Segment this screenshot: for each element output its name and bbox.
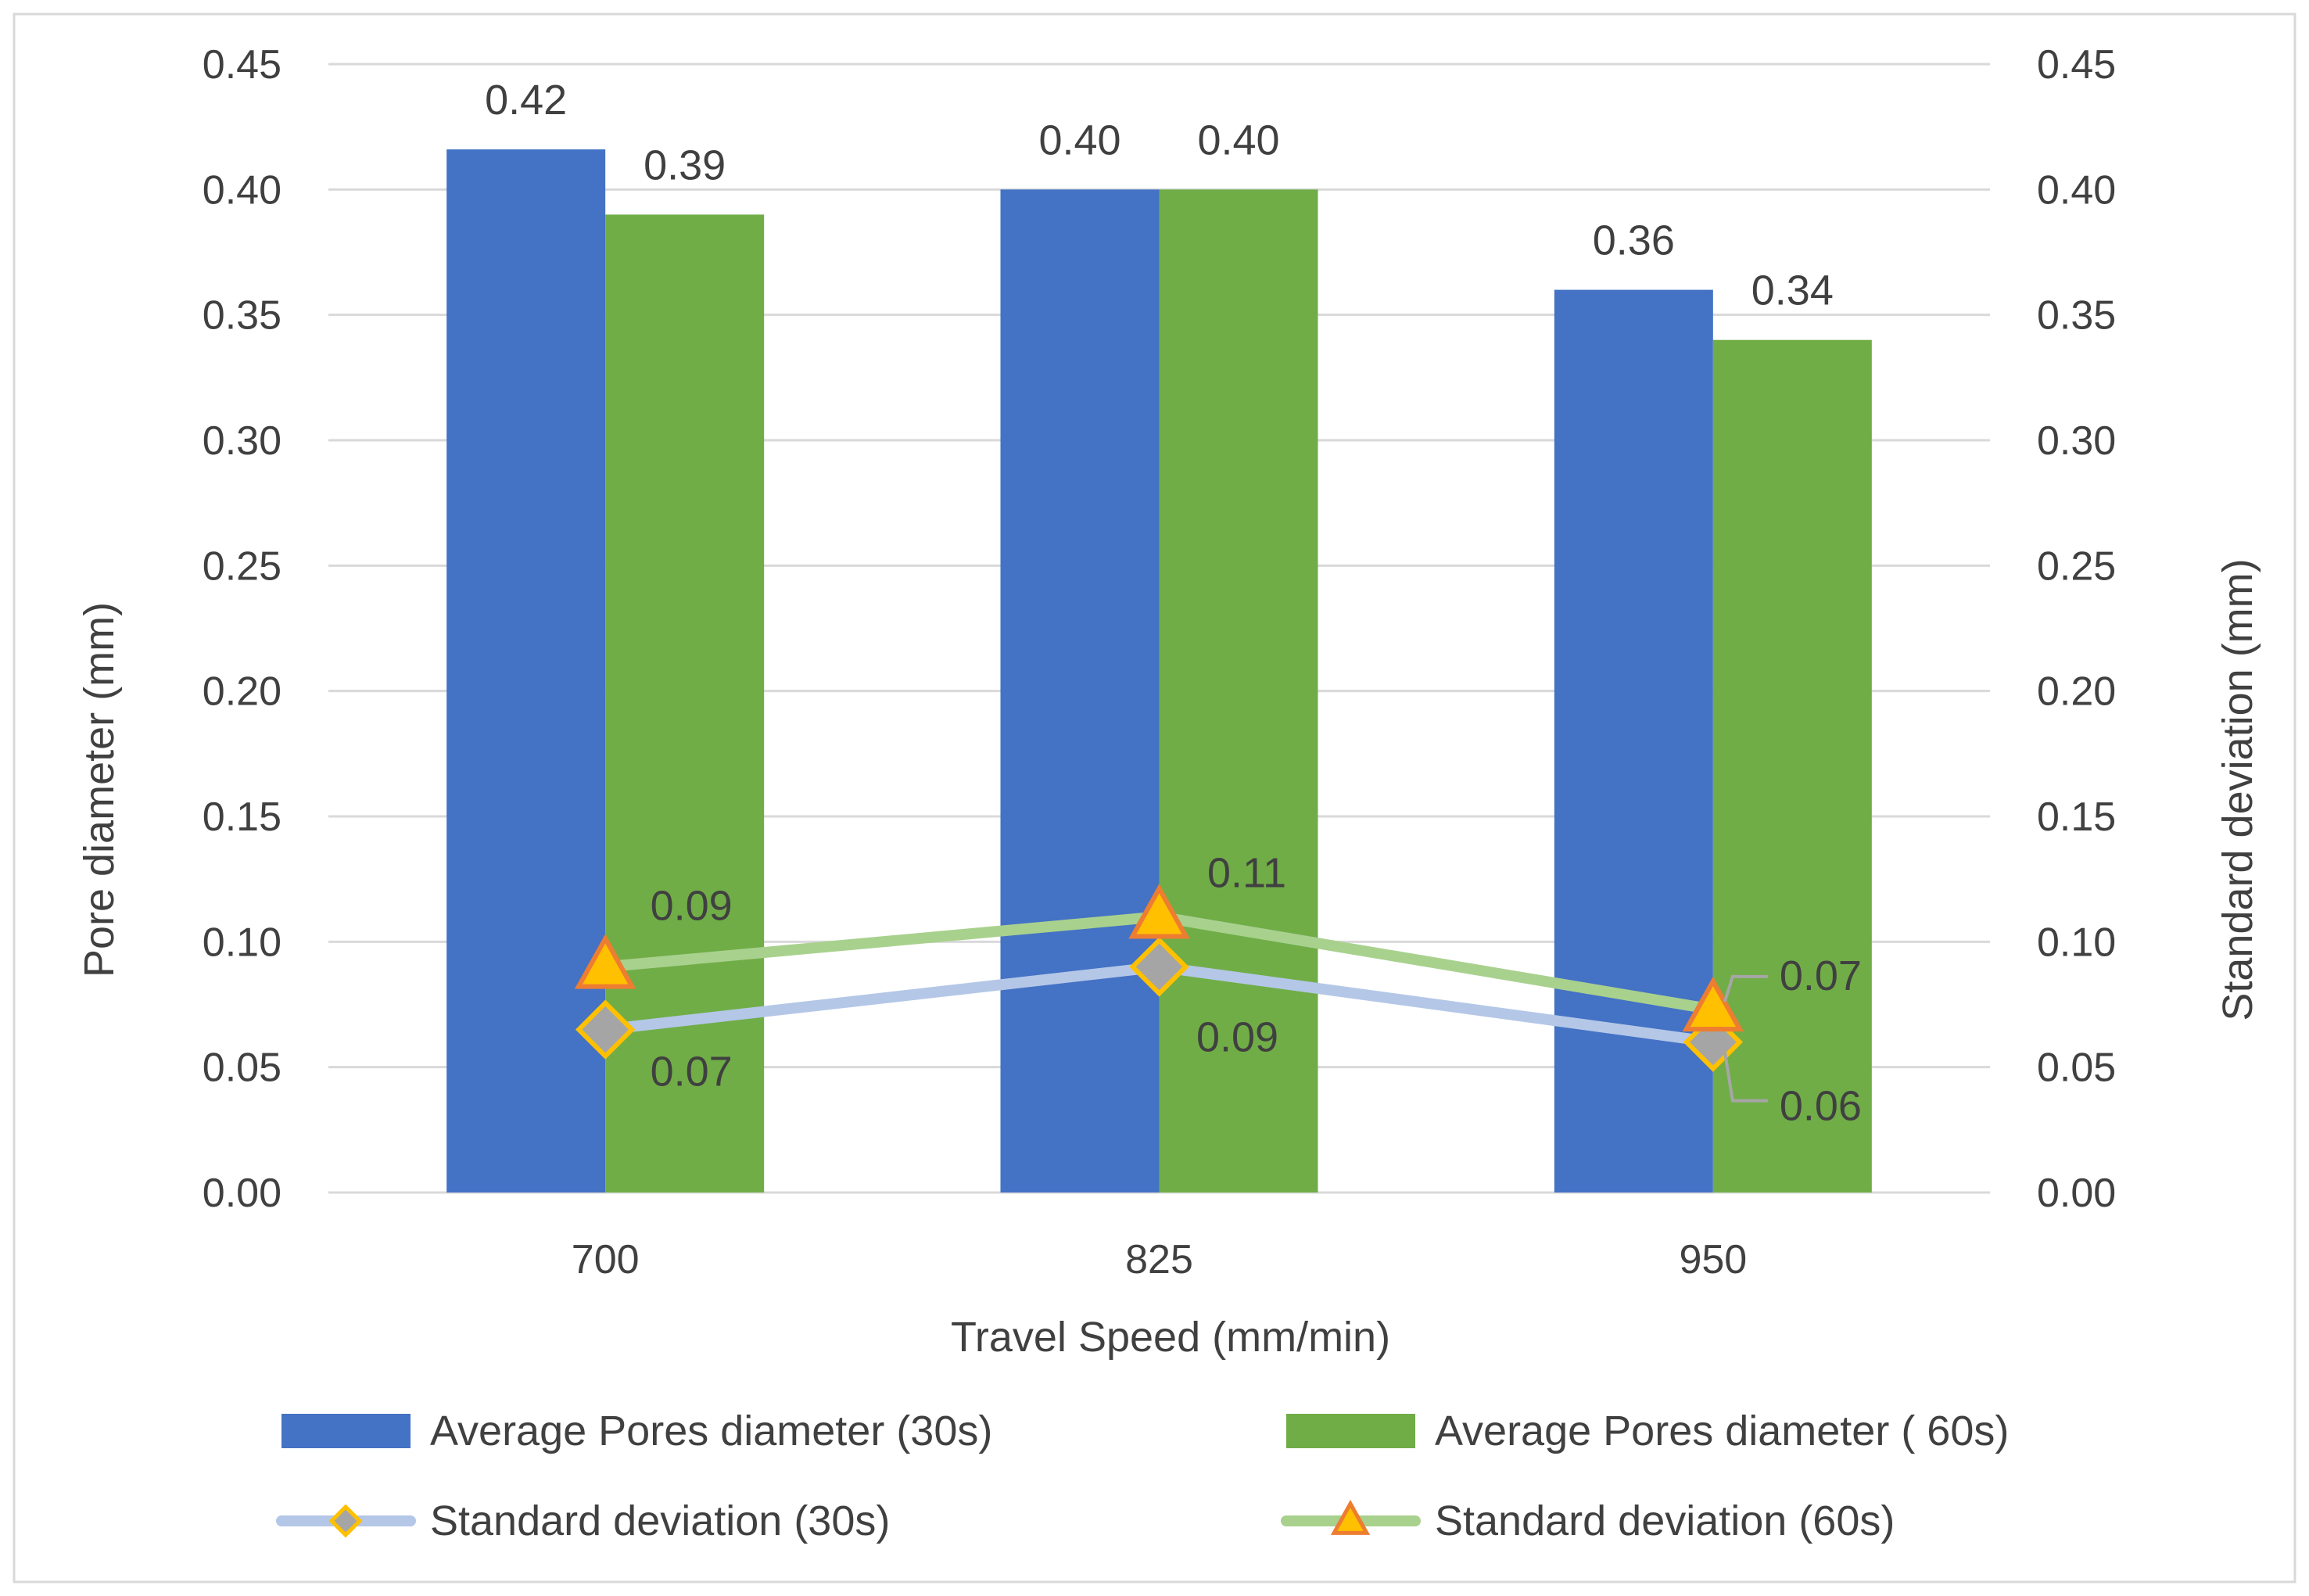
y2-tick-label: 0.40 — [2037, 167, 2116, 213]
bar-data-label: 0.42 — [485, 77, 567, 124]
bar-data-label: 0.36 — [1593, 217, 1675, 264]
axes: Travel Speed (mm/min) Pore diameter (mm)… — [76, 42, 2261, 1361]
legend-swatch — [1286, 1414, 1415, 1448]
y-tick-label: 0.10 — [203, 920, 281, 965]
legend: Average Pores diameter (30s) Average Pore… — [276, 1408, 2009, 1544]
bar-data-label: 0.40 — [1038, 117, 1120, 163]
y2-tick-label: 0.35 — [2037, 293, 2116, 339]
legend-label: Average Pores diameter ( 60s) — [1435, 1408, 2009, 1454]
triangle-marker — [1128, 884, 1190, 939]
x-tick-label: 700 — [572, 1237, 640, 1282]
y2-tick-label: 0.00 — [2037, 1171, 2116, 1216]
legend-label: Average Pores diameter (30s) — [430, 1408, 992, 1454]
line-data-label: 0.09 — [651, 882, 733, 929]
bar-data-label: 0.40 — [1197, 117, 1279, 163]
legend-label: Standard deviation (30s) — [430, 1497, 890, 1544]
line-data-label: 0.06 — [1780, 1083, 1862, 1130]
y-tick-label: 0.20 — [203, 669, 281, 715]
data-labels: 0.42 0.40 0.36 0.39 0.40 0.34 0.09 0.07 0.11 0.09… — [485, 77, 1862, 1130]
bar — [605, 214, 765, 1193]
y2-tick-label: 0.10 — [2037, 920, 2116, 965]
y-tick-label: 0.15 — [203, 794, 281, 840]
line-data-label: 0.11 — [1207, 849, 1286, 896]
bar-data-label: 0.39 — [644, 142, 726, 188]
y-axis-title: Pore diameter (mm) — [76, 602, 123, 977]
bar — [446, 149, 606, 1193]
y-tick-label: 0.45 — [203, 42, 281, 88]
y-tick-label: 0.40 — [203, 167, 281, 213]
diamond-marker — [575, 999, 636, 1060]
y-tick-label: 0.05 — [203, 1045, 281, 1091]
x-axis-title: Travel Speed (mm/min) — [951, 1314, 1390, 1361]
line-series — [574, 884, 1744, 1072]
y-tick-label: 0.25 — [203, 543, 281, 589]
triangle-marker — [574, 934, 636, 989]
leader-line — [1723, 1051, 1768, 1103]
x-tick-label: 950 — [1679, 1237, 1747, 1282]
legend-diamond-marker — [328, 1504, 363, 1538]
legend-swatch — [281, 1414, 411, 1448]
leader-line — [1723, 974, 1768, 1002]
line-data-label: 0.07 — [1780, 952, 1862, 999]
bar — [1159, 189, 1318, 1193]
bar-data-label: 0.34 — [1751, 267, 1834, 314]
x-tick-label: 825 — [1125, 1237, 1193, 1282]
y2-tick-label: 0.05 — [2037, 1045, 2116, 1091]
y-tick-label: 0.35 — [203, 293, 281, 339]
y2-axis-title: Standard deviation (mm) — [2214, 558, 2261, 1020]
bar — [1712, 339, 1872, 1193]
y-tick-label: 0.00 — [203, 1171, 281, 1216]
diamond-marker — [1129, 937, 1189, 997]
line-data-label: 0.09 — [1196, 1013, 1278, 1060]
legend-label: Standard deviation (60s) — [1435, 1497, 1895, 1544]
bar — [1554, 289, 1713, 1193]
legend-triangle-marker — [1330, 1499, 1371, 1535]
bar-series — [446, 149, 1872, 1193]
y2-tick-label: 0.45 — [2037, 42, 2116, 88]
y2-tick-label: 0.15 — [2037, 794, 2116, 840]
y-tick-label: 0.30 — [203, 418, 281, 464]
line-data-label: 0.07 — [651, 1049, 733, 1096]
y2-tick-label: 0.30 — [2037, 418, 2116, 464]
y2-tick-label: 0.25 — [2037, 543, 2116, 589]
y2-tick-label: 0.20 — [2037, 669, 2116, 715]
bar — [1000, 189, 1160, 1193]
triangle-marker — [1682, 976, 1744, 1032]
